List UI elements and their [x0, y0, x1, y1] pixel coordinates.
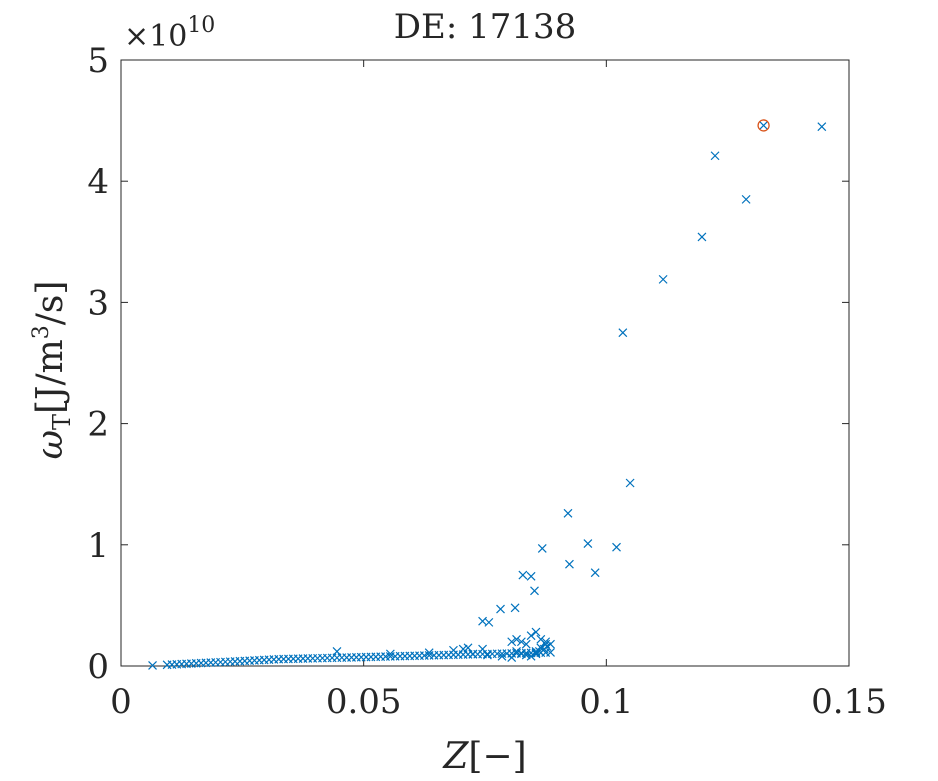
data-point [541, 639, 551, 649]
y-axis-subscript: T [48, 414, 76, 430]
scatter-points [148, 119, 827, 670]
data-point [521, 639, 531, 649]
data-point [583, 539, 593, 549]
data-point [759, 121, 769, 130]
data-point [497, 651, 507, 661]
data-point [530, 586, 539, 596]
data-point [565, 559, 574, 569]
y-axis-label: ωT[J/m3/s] [29, 281, 76, 460]
data-point [484, 617, 494, 627]
highlight-point [757, 119, 770, 132]
data-point [658, 274, 668, 284]
data-point [625, 478, 635, 488]
data-point [468, 649, 478, 659]
x-tick-label: 0.1 [579, 682, 633, 722]
y-axis-unit-sup: 3 [29, 325, 54, 339]
y-tick-label: 0 [87, 647, 109, 687]
data-point [546, 648, 555, 657]
data-point [385, 649, 395, 659]
x-tick-label: 0 [110, 682, 132, 722]
data-point [563, 508, 573, 518]
data-point [710, 151, 720, 161]
data-point [483, 650, 492, 660]
data-point [526, 631, 536, 641]
x-axis-label: Z[−] [442, 736, 526, 777]
data-point [618, 328, 628, 338]
data-point [741, 194, 751, 204]
tick-marks [120, 59, 850, 667]
data-point [496, 604, 505, 614]
data-point [512, 634, 521, 644]
data-point [148, 660, 157, 670]
data-point [531, 627, 541, 637]
data-point [612, 542, 621, 552]
x-axis-symbol: Z [442, 736, 469, 777]
data-point [590, 568, 600, 578]
data-point [518, 570, 528, 580]
y-tick-label: 4 [87, 162, 109, 202]
y-tick-label: 1 [87, 526, 109, 566]
data-point [507, 653, 517, 662]
y-axis-unit-main: [J/m [30, 339, 71, 414]
data-point [537, 544, 547, 553]
data-point [531, 647, 541, 656]
data-point [516, 637, 526, 647]
data-point [424, 648, 434, 658]
x-tick-labels: 0 0.05 0.1 0.15 [110, 682, 887, 722]
plot-area [120, 59, 850, 667]
data-point [332, 647, 342, 656]
x-tick-label: 0.15 [811, 682, 887, 722]
data-point [526, 571, 536, 581]
y-tick-label: 3 [87, 283, 109, 323]
data-point [536, 643, 546, 653]
y-axis-symbol: ω [30, 430, 71, 459]
data-point [510, 603, 520, 613]
data-point [478, 644, 487, 654]
y-axis-unit-end: /s] [30, 281, 71, 326]
y-tick-label: 2 [87, 405, 109, 445]
y-exponent-base: ×10 [124, 19, 187, 54]
chart-title: DE: 17138 [394, 7, 577, 47]
data-point [817, 122, 827, 132]
y-tick-label: 5 [87, 41, 109, 81]
data-point [512, 647, 521, 656]
data-point [449, 645, 458, 655]
data-point [541, 637, 551, 647]
data-point [458, 644, 468, 654]
y-exponent-power: 10 [187, 13, 215, 38]
x-tick-label: 0.05 [326, 682, 402, 722]
data-point [507, 637, 517, 647]
data-point [697, 232, 707, 242]
x-axis-unit: [−] [468, 736, 526, 777]
y-exponent: ×1010 [124, 13, 215, 54]
y-tick-labels: 0 1 2 3 4 5 [87, 41, 109, 687]
